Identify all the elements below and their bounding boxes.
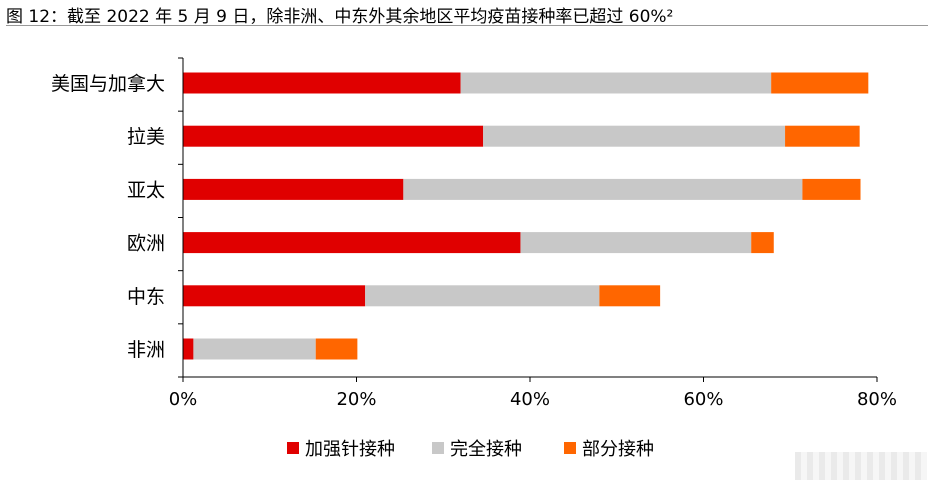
legend-label-2: 完全接种 — [450, 439, 522, 460]
bar-segment-1-row-4 — [183, 232, 521, 254]
bar-segment-2-row-1 — [460, 72, 772, 94]
bar-segment-3-row-2 — [785, 125, 860, 147]
tick-labels: 0% 20% 40% 60% 80% — [169, 389, 897, 410]
bars-layer — [183, 72, 869, 360]
legend-swatch-2 — [432, 442, 444, 454]
bar-segment-1-row-6 — [183, 338, 194, 360]
bar-segment-3-row-4 — [751, 232, 774, 254]
category-label: 非洲 — [127, 339, 165, 361]
category-label: 拉美 — [127, 126, 165, 148]
legend-label-3: 部分接种 — [582, 439, 654, 460]
legend-swatch-1 — [287, 442, 299, 454]
x-tick-label: 80% — [857, 389, 897, 410]
axes-layer — [178, 57, 878, 382]
legend: 加强针接种 完全接种 部分接种 — [287, 439, 654, 460]
bar-segment-1-row-5 — [183, 285, 366, 307]
category-label: 美国与加拿大 — [51, 72, 165, 95]
legend-swatch-3 — [564, 442, 576, 454]
category-label: 欧洲 — [127, 233, 165, 255]
x-tick-label: 0% — [169, 389, 198, 410]
bar-segment-3-row-6 — [315, 338, 358, 360]
bar-segment-2-row-4 — [520, 232, 752, 254]
bar-segment-3-row-1 — [771, 72, 869, 94]
category-label: 中东 — [127, 286, 165, 308]
title-divider — [6, 25, 928, 26]
x-tick-label: 40% — [510, 389, 550, 410]
bar-segment-1-row-1 — [183, 72, 461, 94]
bar-segment-1-row-2 — [183, 125, 484, 147]
bar-segment-1-row-3 — [183, 178, 404, 200]
legend-label-1: 加强针接种 — [305, 439, 395, 460]
category-label: 亚太 — [127, 179, 165, 201]
figure-title: 图 12：截至 2022 年 5 月 9 日，除非洲、中东外其余地区平均疫苗接种… — [6, 7, 674, 27]
bar-segment-2-row-3 — [403, 178, 803, 200]
bar-segment-2-row-5 — [365, 285, 600, 307]
bar-segment-2-row-2 — [483, 125, 786, 147]
x-tick-label: 60% — [683, 389, 723, 410]
x-tick-label: 20% — [336, 389, 376, 410]
bar-segment-3-row-3 — [802, 178, 861, 200]
bar-segment-3-row-5 — [599, 285, 661, 307]
bar-segment-2-row-6 — [193, 338, 316, 360]
watermark-blur — [795, 452, 927, 480]
